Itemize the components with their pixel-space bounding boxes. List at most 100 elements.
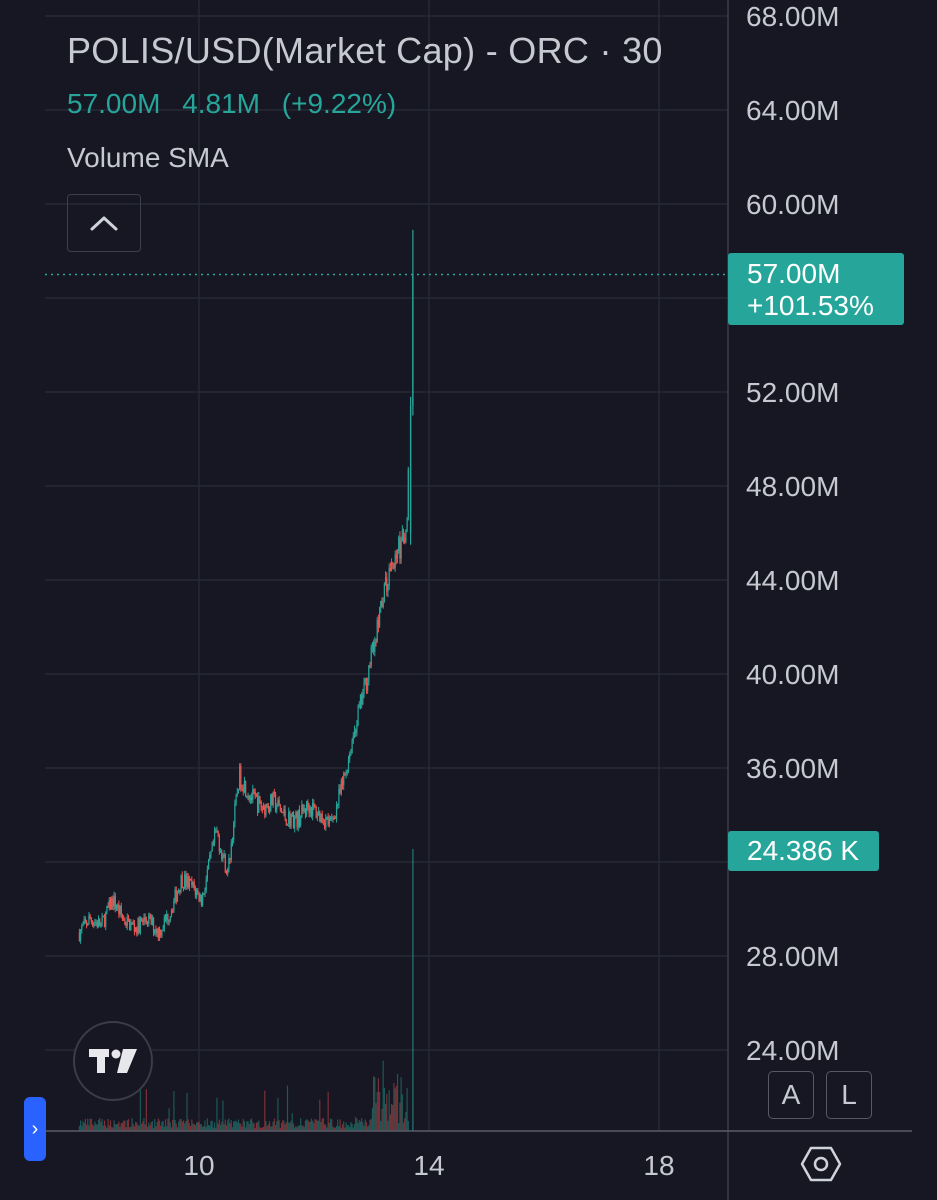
candle-body [94,922,96,924]
candle-body [407,468,409,519]
candle-body [319,810,321,822]
candle-body [154,929,156,933]
volume-bar [340,1127,342,1131]
volume-bar [187,1119,189,1131]
auto-scale-button[interactable]: A [768,1071,814,1119]
volume-bar [78,1125,80,1131]
candle-body [294,817,296,829]
volume-bar [383,1087,385,1131]
candle-body [161,930,163,936]
candle-body [186,876,188,887]
collapse-legend-button[interactable] [67,194,141,252]
candle-body [178,889,180,893]
candle-body [246,796,248,798]
study-label[interactable]: Volume SMA [67,142,229,173]
candle-body [108,899,110,908]
volume-bar [216,1097,218,1131]
volume-bar [199,1124,201,1131]
volume-bar [203,1125,205,1131]
side-panel-handle[interactable]: › [24,1097,46,1161]
candle-body [223,854,225,856]
volume-spike-bar [412,849,414,1131]
volume-bar [120,1123,122,1131]
volume-bar [253,1123,255,1131]
candle-body [318,810,320,816]
candle-body [280,809,283,813]
volume-bar [180,1118,182,1131]
volume-bar [308,1121,310,1131]
volume-bar [240,1123,242,1131]
volume-bar [346,1125,348,1131]
candle-body [151,918,153,925]
candle-body [245,780,247,797]
volume-bar [139,1087,141,1131]
volume-bar [399,1102,401,1131]
candle-body [231,840,234,843]
candle-body [297,809,299,828]
candle-body [285,819,287,826]
candle-body [176,892,179,902]
candle-body [296,812,298,828]
candle-body [196,890,198,896]
candle-body [359,694,362,705]
volume-bar [108,1125,110,1131]
candle-body [401,530,403,541]
last-price-tag: 57.00M +101.53% [728,253,904,325]
candle-body [106,906,108,913]
volume-tag: 24.386 K [728,831,879,871]
candle-body [356,724,358,734]
volume-bar [338,1126,340,1131]
y-tick-label: 48.00M [746,471,839,502]
candle-body [237,789,240,793]
volume-bar [81,1125,83,1131]
time-axis[interactable]: 10 14 18 [183,1150,674,1181]
candle-body [144,917,146,921]
volume-bar [280,1123,283,1131]
candle-body [248,796,250,800]
volume-bar [156,1122,158,1131]
candle-body [270,794,272,812]
volume-bar [223,1123,225,1131]
candle-body [404,537,406,543]
volume-bar [320,1121,322,1131]
candle-body [376,619,378,642]
volume-bar [102,1125,104,1131]
candle-body [235,794,237,805]
volume-bar [205,1126,207,1131]
candle-body [222,855,224,860]
volume-bar [192,1123,194,1131]
volume-bar [358,1120,360,1131]
candle-body [132,922,134,924]
candle-body [259,796,261,802]
volume-bar [185,1121,187,1131]
volume-bar [138,1125,140,1131]
price-axis[interactable]: 68.00M 64.00M 60.00M 52.00M 48.00M 44.00M 40.0… [746,1,839,1066]
volume-bar [279,1127,281,1131]
candle-body [400,540,402,559]
volume-bar [163,1126,165,1131]
volume-bar [176,1127,179,1131]
volume-bar [377,1078,379,1131]
volume-bar [228,1118,230,1131]
log-scale-button[interactable]: L [826,1071,872,1119]
volume-bar [191,1119,193,1131]
last-price-change: +101.53% [747,290,874,321]
candle-body [314,806,316,808]
tradingview-logo-button[interactable] [73,1021,153,1101]
candle-body [392,563,394,565]
candle-body [284,809,286,820]
volume-bar [258,1120,260,1131]
volume-bar [361,1118,363,1131]
volume-bar [181,1121,183,1131]
candle-body [358,704,360,707]
volume-bar [190,1126,192,1131]
volume-bar [307,1119,309,1131]
settings-hexagon-icon[interactable] [800,1143,842,1185]
candle-body [412,274,414,407]
volume-bar [331,1119,333,1131]
volume-bar [132,1123,134,1131]
volume-bar [359,1121,362,1131]
candle-body [333,817,335,819]
candle-body [217,831,219,837]
